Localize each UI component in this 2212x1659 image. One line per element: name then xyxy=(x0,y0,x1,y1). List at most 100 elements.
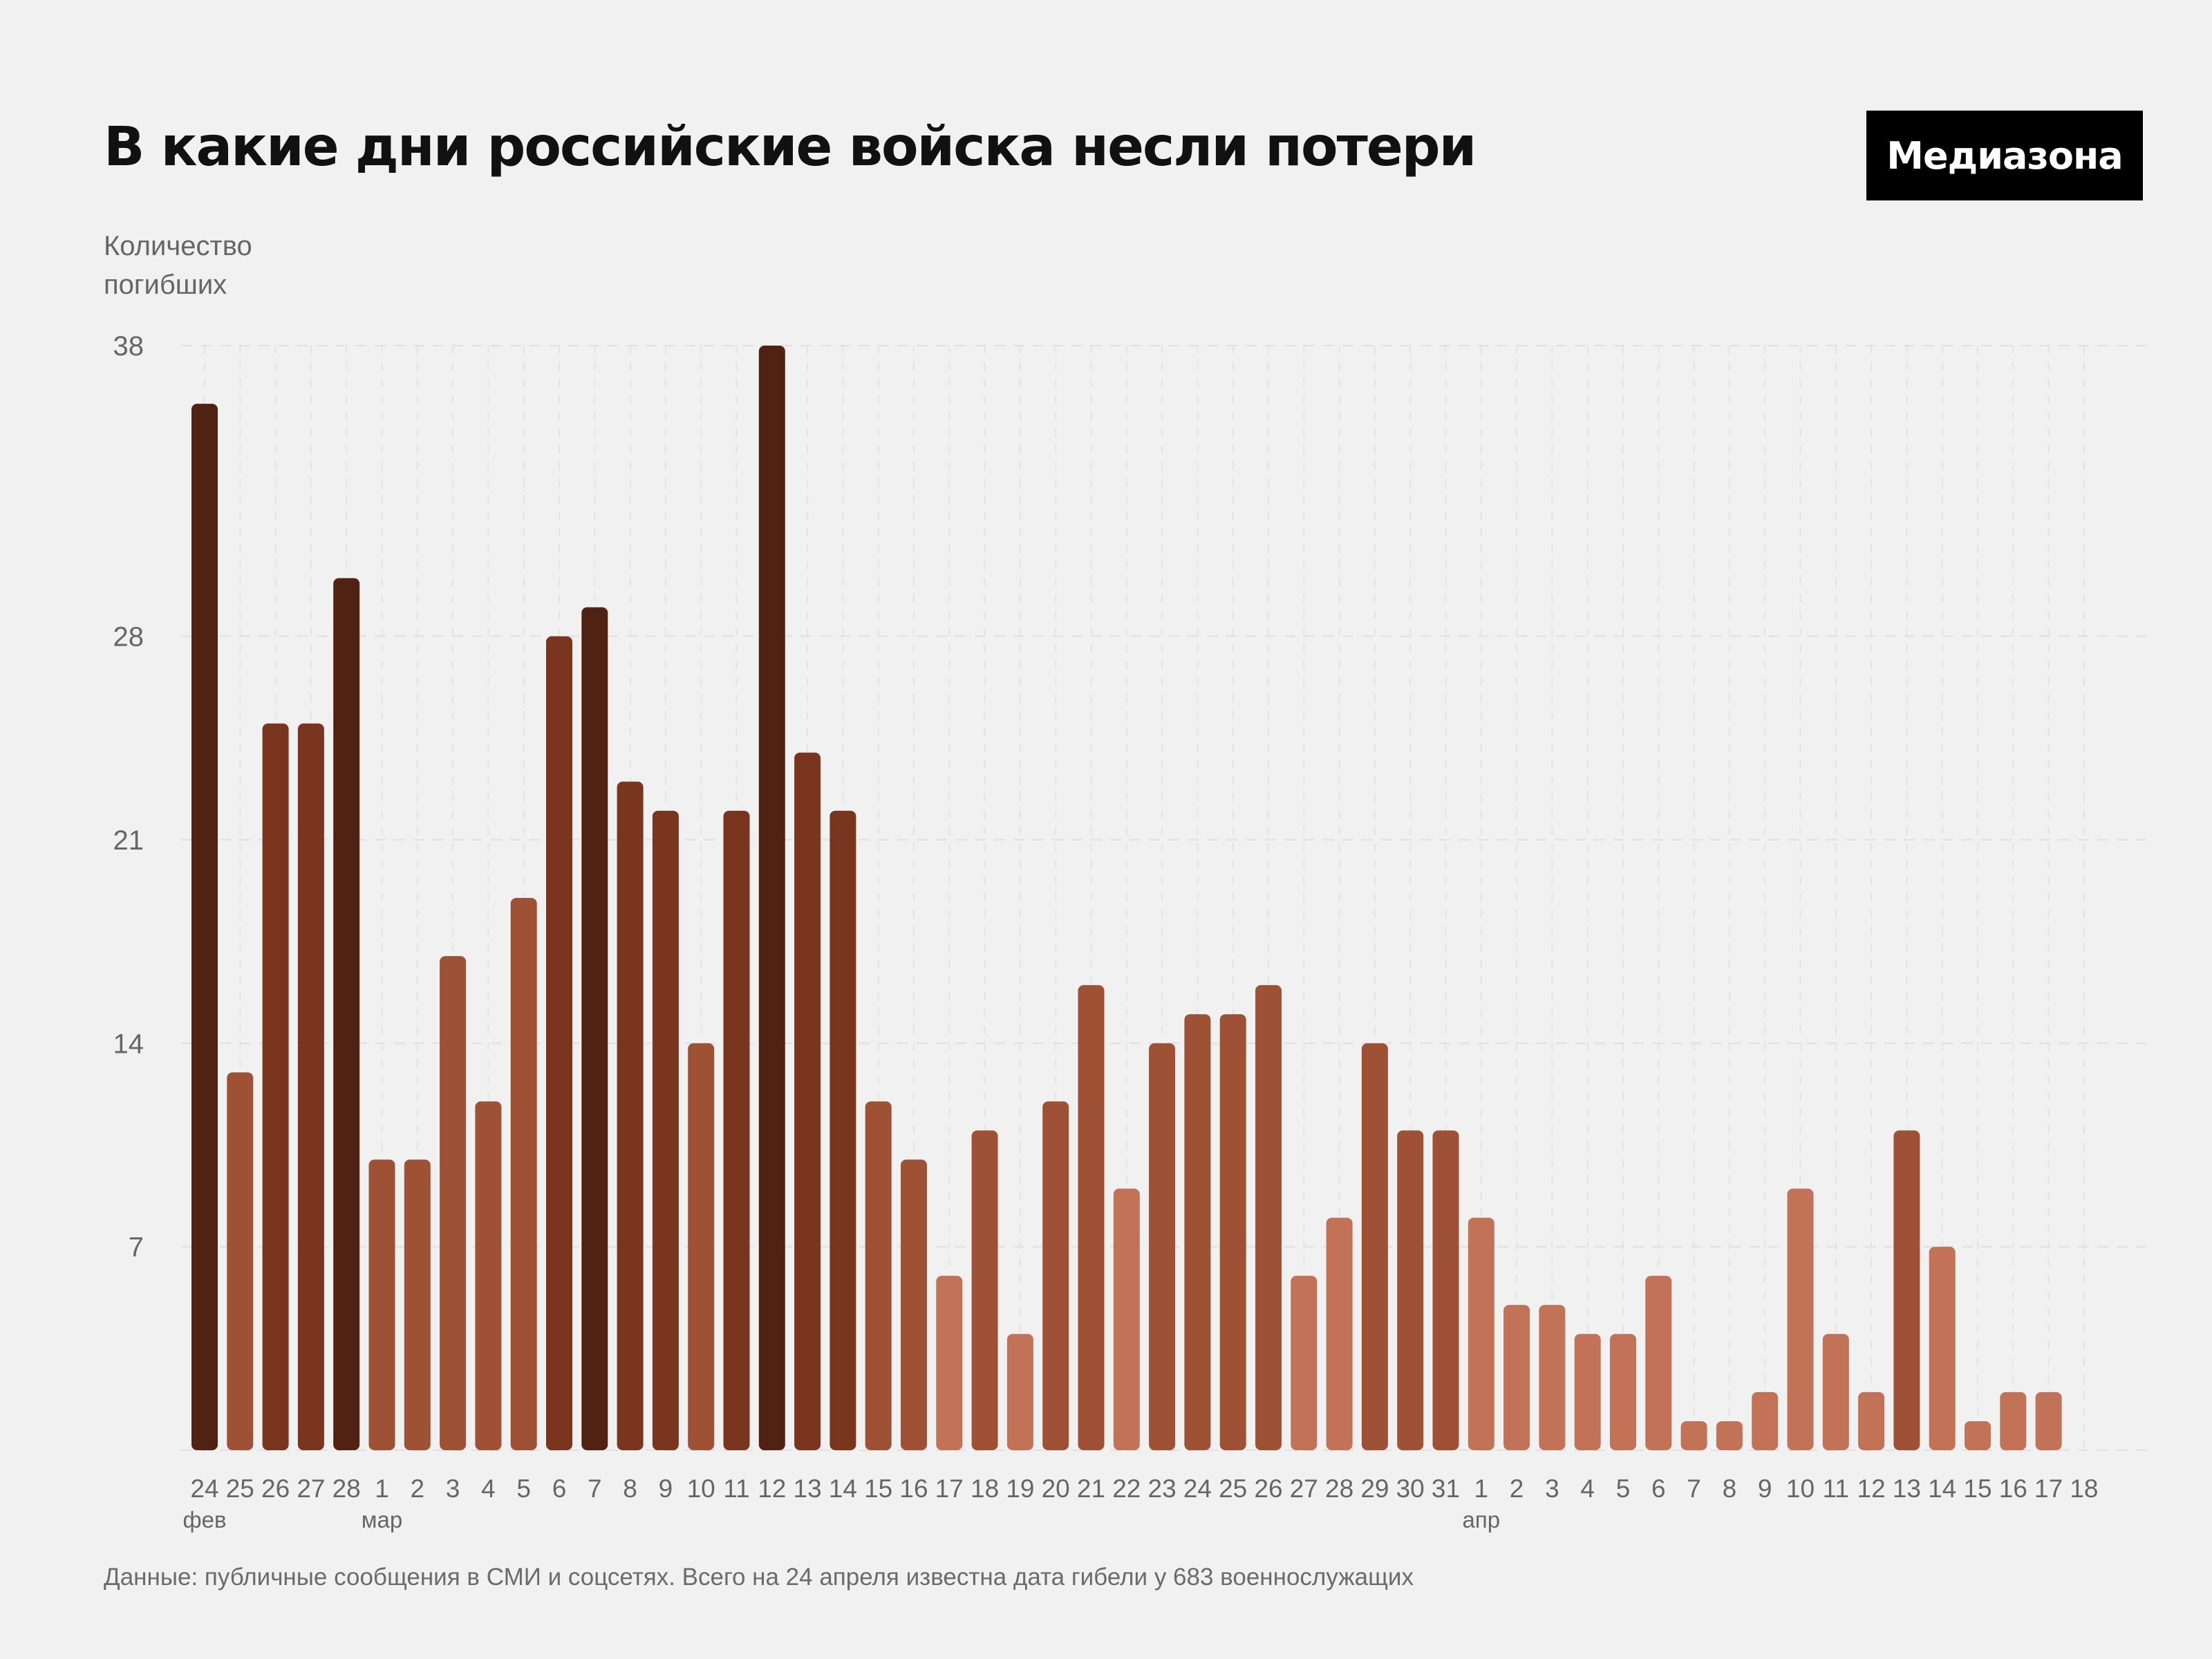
x-tick-label: 3 xyxy=(1545,1474,1559,1503)
x-tick-label: 8 xyxy=(1723,1474,1737,1503)
bar xyxy=(1113,1188,1140,1450)
x-tick-label: 9 xyxy=(659,1474,673,1503)
x-tick-label: 25 xyxy=(1219,1474,1247,1503)
x-tick-label: 28 xyxy=(1325,1474,1353,1503)
bar xyxy=(333,578,360,1450)
bar xyxy=(1149,1043,1176,1450)
bar xyxy=(1893,1130,1920,1450)
brand-logo: Медиазона xyxy=(1866,111,2143,200)
bar xyxy=(1432,1130,1459,1450)
month-label: мар xyxy=(362,1507,402,1533)
bar xyxy=(865,1101,892,1450)
bar xyxy=(971,1130,998,1450)
x-tick-label: 25 xyxy=(226,1474,254,1503)
bar xyxy=(794,752,821,1450)
x-tick-label: 10 xyxy=(687,1474,715,1503)
x-tick-label: 14 xyxy=(1928,1474,1956,1503)
x-tick-label: 17 xyxy=(2034,1474,2063,1503)
x-tick-label: 6 xyxy=(552,1474,567,1503)
bar xyxy=(617,781,644,1450)
x-tick-label: 2 xyxy=(1510,1474,1524,1503)
bar xyxy=(1255,985,1282,1450)
x-tick-label: 13 xyxy=(1893,1474,1921,1503)
y-tick-label: 38 xyxy=(113,331,144,362)
bar xyxy=(546,636,572,1450)
x-tick-label: 31 xyxy=(1432,1474,1460,1503)
x-tick-label: 5 xyxy=(516,1474,531,1503)
bar xyxy=(1574,1333,1601,1450)
bar xyxy=(1539,1304,1566,1450)
brand-name: Медиазона xyxy=(1886,133,2123,178)
bar xyxy=(1822,1333,1849,1450)
x-tick-label: 11 xyxy=(1823,1474,1849,1503)
bar xyxy=(652,810,679,1450)
x-tick-label: 14 xyxy=(829,1474,857,1503)
y-tick-label: 14 xyxy=(113,1029,144,1059)
bar xyxy=(1610,1333,1636,1450)
bar xyxy=(1965,1421,1991,1450)
x-tick-label: 13 xyxy=(794,1474,822,1503)
x-tick-label: 22 xyxy=(1112,1474,1141,1503)
x-axis-month-labels: фев мар апр xyxy=(182,1507,1500,1533)
x-tick-label: 26 xyxy=(261,1474,290,1503)
bar xyxy=(440,956,467,1450)
x-tick-label: 10 xyxy=(1786,1474,1815,1503)
x-tick-label: 1 xyxy=(1474,1474,1489,1503)
bar xyxy=(2035,1391,2062,1450)
bar xyxy=(191,404,218,1451)
bar xyxy=(262,723,289,1450)
bar xyxy=(758,346,785,1450)
x-tick-label: 27 xyxy=(1290,1474,1318,1503)
bar xyxy=(1503,1304,1530,1450)
x-tick-label: 23 xyxy=(1148,1474,1177,1503)
x-tick-label: 4 xyxy=(1580,1474,1595,1503)
bar xyxy=(2000,1391,2027,1450)
x-tick-label: 1 xyxy=(375,1474,389,1503)
x-tick-label: 27 xyxy=(297,1474,325,1503)
x-tick-label: 9 xyxy=(1758,1474,1772,1503)
source-footnote: Данные: публичные сообщения в СМИ и соцс… xyxy=(104,1564,1414,1591)
x-tick-label: 8 xyxy=(623,1474,637,1503)
x-tick-label: 7 xyxy=(588,1474,602,1503)
x-tick-label: 15 xyxy=(1963,1474,1991,1503)
x-tick-label: 11 xyxy=(723,1474,749,1503)
bar xyxy=(1078,985,1105,1450)
bar xyxy=(1752,1391,1779,1450)
y-tick-label: 28 xyxy=(113,622,144,653)
bar xyxy=(830,810,856,1450)
bar xyxy=(368,1159,395,1450)
y-axis-label-line-2: погибших xyxy=(104,270,227,300)
bar xyxy=(1468,1217,1494,1450)
x-tick-label: 18 xyxy=(971,1474,999,1503)
bar xyxy=(297,723,324,1450)
bar xyxy=(1645,1275,1672,1450)
x-axis-ticks: 24 25 26 27 28 1 2 3 4 5 6 7 8 9 10 11 12 13 14 15 16 17 18 19 2… xyxy=(190,1474,2098,1503)
month-label: апр xyxy=(1463,1507,1501,1533)
x-tick-label: 5 xyxy=(1616,1474,1631,1503)
bar xyxy=(1184,1014,1211,1450)
x-tick-label: 24 xyxy=(1183,1474,1212,1503)
bar xyxy=(723,810,750,1450)
y-axis-label: Количество погибших xyxy=(104,227,252,304)
y-tick-label: 21 xyxy=(113,825,144,856)
chart-title: В какие дни российские войска несли поте… xyxy=(104,116,1477,178)
x-tick-label: 16 xyxy=(1999,1474,2027,1503)
x-tick-label: 6 xyxy=(1651,1474,1666,1503)
x-tick-label: 30 xyxy=(1396,1474,1425,1503)
x-tick-label: 4 xyxy=(481,1474,496,1503)
bar xyxy=(1787,1188,1814,1450)
bar xyxy=(688,1043,715,1450)
bar xyxy=(1929,1246,1956,1450)
bar xyxy=(1219,1014,1246,1450)
bar xyxy=(475,1101,502,1450)
x-tick-label: 3 xyxy=(446,1474,460,1503)
bar xyxy=(1680,1421,1707,1450)
bar xyxy=(404,1159,431,1450)
bar xyxy=(581,607,608,1451)
bar xyxy=(936,1275,963,1450)
x-tick-label: 18 xyxy=(2070,1474,2098,1503)
x-tick-label: 24 xyxy=(190,1474,218,1503)
x-tick-label: 17 xyxy=(935,1474,964,1503)
x-tick-label: 16 xyxy=(899,1474,928,1503)
